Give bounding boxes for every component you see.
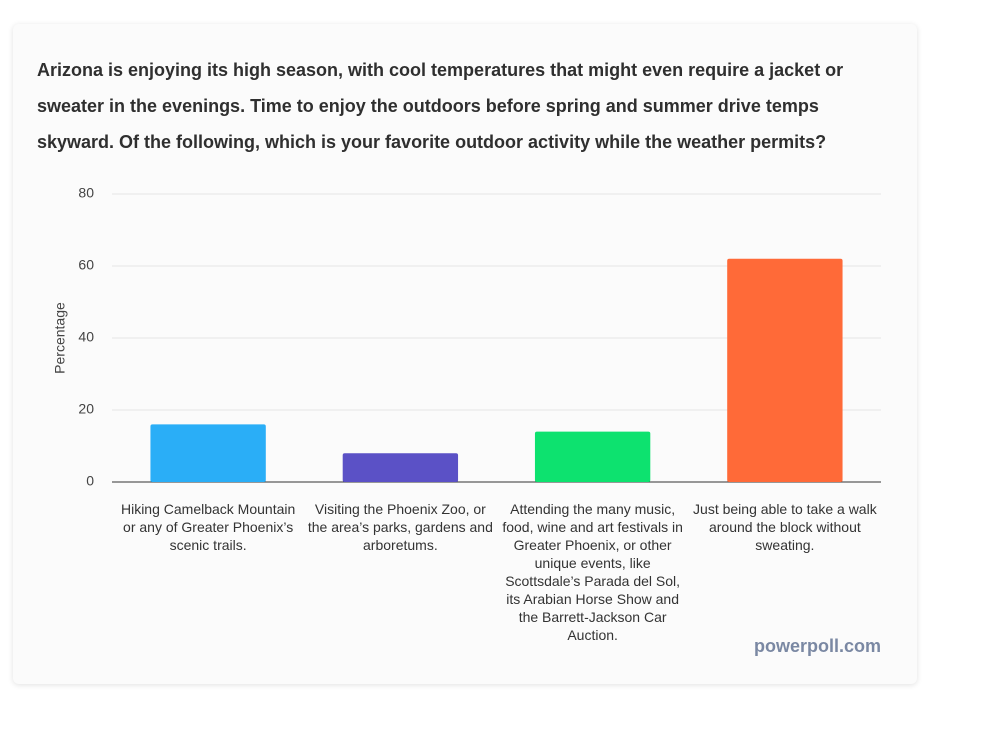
bar [534,431,651,482]
x-tick-label: Visiting the Phoenix Zoo, or the area’s … [307,501,493,553]
y-tick-label: 60 [78,257,94,273]
y-tick-label: 40 [78,329,94,345]
y-axis-label: Percentage [52,302,68,374]
bar [727,258,843,482]
y-tick-label: 0 [86,473,94,489]
bar [342,453,459,482]
x-tick-label: Hiking Camelback Mountain or any of Grea… [120,501,296,553]
chart-title: Arizona is enjoying its high season, wit… [37,60,844,152]
x-tick-label: Just being able to take a walk around th… [693,501,877,553]
watermark: powerpoll.com [753,636,881,656]
y-tick-label: 80 [78,185,94,201]
x-tick-label: Attending the many music, food, wine and… [502,501,683,643]
bar [150,424,266,482]
y-tick-label: 20 [78,401,94,417]
